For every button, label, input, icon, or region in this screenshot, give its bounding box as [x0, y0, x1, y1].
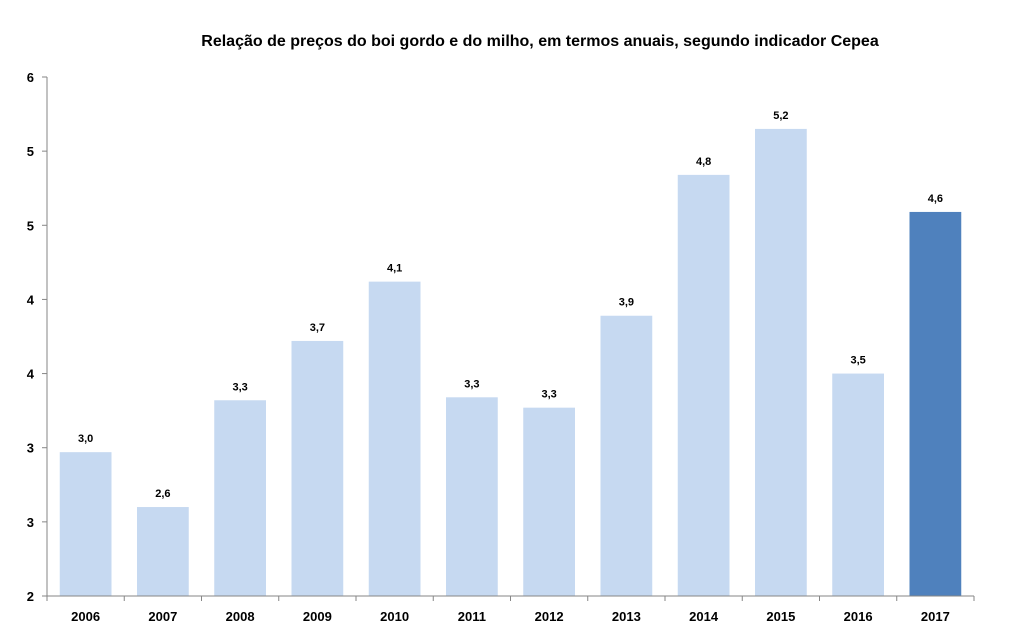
- y-tick-label: 4: [27, 367, 35, 382]
- data-label-2011: 3,3: [464, 378, 479, 390]
- data-label-2009: 3,7: [310, 322, 325, 334]
- x-tick-label-2016: 2016: [844, 609, 873, 624]
- bar-2014: [677, 174, 730, 596]
- y-tick-label: 2: [27, 589, 34, 604]
- chart-title: Relação de preços do boi gordo e do milh…: [201, 33, 879, 50]
- x-tick-label-2017: 2017: [921, 609, 950, 624]
- x-tick-label-2012: 2012: [535, 609, 564, 624]
- x-axis: 2006 2007 2008 2009 2010 2011 2012 2013 2014 2015…: [46, 595, 975, 624]
- data-label-2016: 3,5: [850, 355, 865, 367]
- bar-2009: [291, 340, 344, 596]
- bar-2007: [136, 507, 189, 596]
- x-tick-label-2010: 2010: [380, 609, 409, 624]
- y-tick-label: 5: [27, 144, 34, 159]
- y-tick-label: 6: [27, 70, 34, 85]
- bar-2016: [832, 373, 885, 596]
- bar-2012: [523, 407, 576, 596]
- data-label-2014: 4,8: [696, 156, 711, 168]
- x-tick-label-2006: 2006: [71, 609, 100, 624]
- x-tick-label-2014: 2014: [689, 609, 719, 624]
- x-tick-label-2015: 2015: [766, 609, 795, 624]
- bar-2010: [368, 281, 421, 596]
- bar-2013: [600, 315, 653, 596]
- y-tick-label: 5: [27, 218, 34, 233]
- bar-2008: [214, 400, 267, 596]
- x-tick-label-2011: 2011: [458, 609, 486, 624]
- data-label-2015: 5,2: [773, 110, 788, 122]
- data-label-2007: 2,6: [155, 488, 170, 500]
- bar-2017: [909, 211, 962, 596]
- x-tick-label-2009: 2009: [303, 609, 332, 624]
- bar-2015: [754, 128, 807, 596]
- y-axis: 2 3 3 4 4 5 5 6: [27, 70, 48, 604]
- y-tick-label: 3: [27, 441, 34, 456]
- bar-2011: [445, 397, 498, 596]
- x-tick-label-2007: 2007: [148, 609, 177, 624]
- x-tick-label-2008: 2008: [226, 609, 255, 624]
- bars: 3,0 2,6 3,3 3,7 4,1 3,3 3,3 3,9 4,8 5,2 3,5 4,6: [59, 110, 962, 596]
- data-label-2008: 3,3: [232, 381, 247, 393]
- bar-2006: [59, 452, 112, 596]
- x-tick-label-2013: 2013: [612, 609, 641, 624]
- data-label-2010: 4,1: [387, 263, 402, 275]
- y-tick-label: 4: [27, 292, 35, 307]
- data-label-2017: 4,6: [928, 193, 943, 205]
- data-label-2013: 3,9: [619, 297, 634, 309]
- data-label-2006: 3,0: [78, 433, 93, 445]
- data-label-2012: 3,3: [541, 389, 556, 401]
- y-tick-label: 3: [27, 515, 34, 530]
